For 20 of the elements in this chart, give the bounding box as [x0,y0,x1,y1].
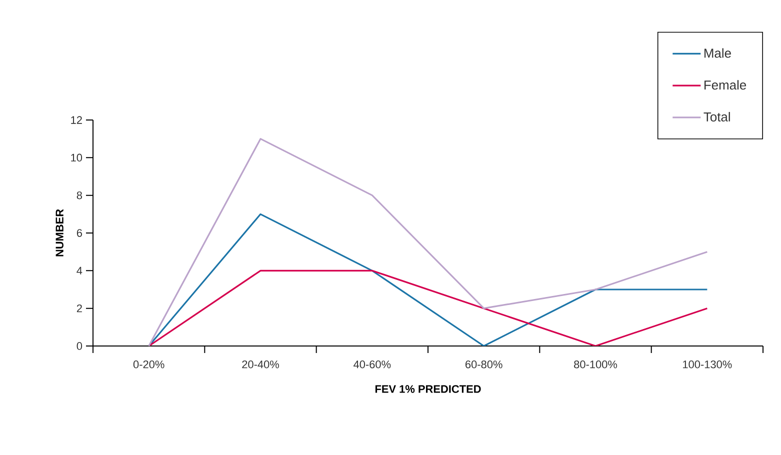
y-tick-label: 2 [76,304,82,312]
y-tick-label: 6 [76,229,82,237]
legend-label: Total [704,112,730,122]
x-axis-title: FEV 1% PREDICTED [375,385,481,393]
legend-label: Female [704,80,746,90]
x-tick-label: 40-60% [354,360,391,368]
y-axis-title: NUMBER [56,209,64,256]
x-tick-label: 0-20% [133,360,164,368]
x-tick-label: 20-40% [242,360,279,368]
x-tick-label: 80-100% [574,360,618,368]
line-series [148,138,708,346]
x-tick-label: 100-130% [683,360,732,368]
y-tick-label: 4 [76,266,82,274]
line-series [148,213,708,346]
y-tick-label: 10 [71,154,82,162]
x-tick-label: 60-80% [466,360,502,368]
y-tick-label: 12 [71,116,82,124]
legend-label: Male [704,48,731,58]
y-tick-label: 8 [76,191,82,200]
y-tick-label: 0 [76,342,82,350]
